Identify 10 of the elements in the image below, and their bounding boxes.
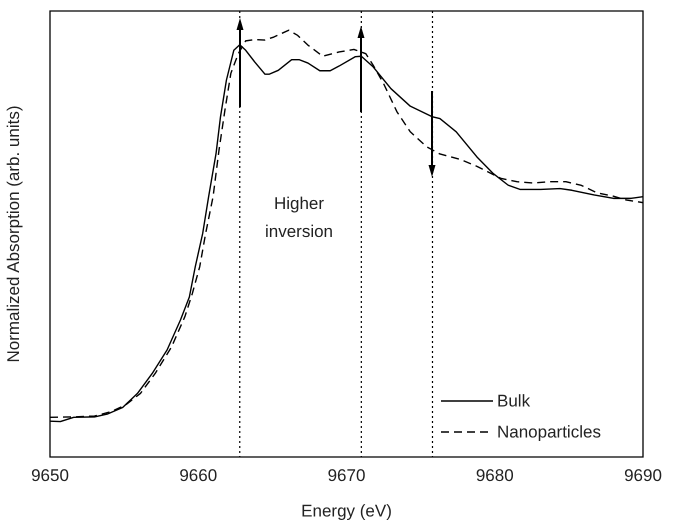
y-axis-title: Normalized Absorption (arb. units) bbox=[4, 105, 23, 363]
x-tick-label: 9680 bbox=[476, 466, 514, 485]
x-axis-title: Energy (eV) bbox=[301, 501, 392, 520]
legend-label: Nanoparticles bbox=[497, 422, 601, 442]
x-tick-label: 9690 bbox=[624, 466, 662, 485]
x-tick-label: 9650 bbox=[31, 466, 69, 485]
x-tick-label: 9670 bbox=[328, 466, 366, 485]
x-tick-label: 9660 bbox=[179, 466, 218, 485]
annotation: Higher inversion bbox=[264, 193, 334, 243]
legend-label: Bulk bbox=[497, 392, 531, 411]
